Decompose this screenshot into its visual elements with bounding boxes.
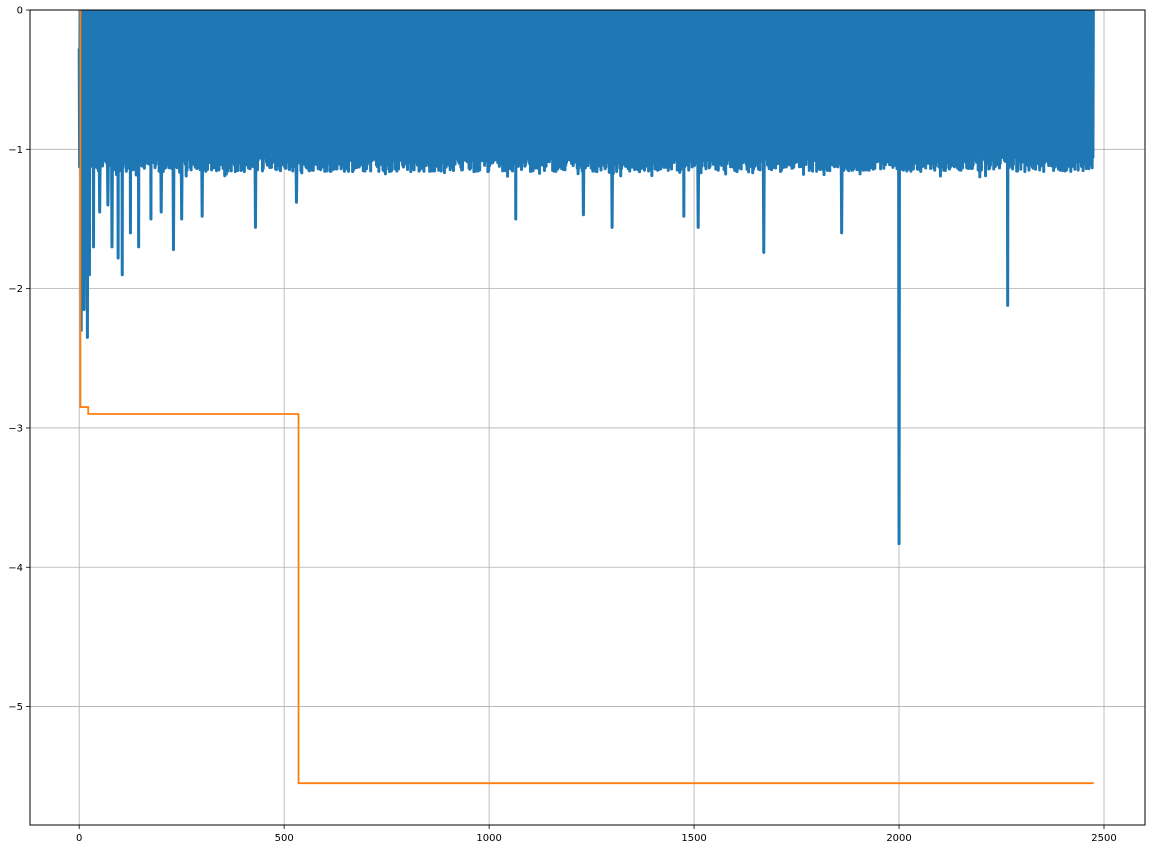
series-blue-line xyxy=(77,10,1095,546)
x-tick-label: 2500 xyxy=(1091,833,1116,844)
y-tick-label: −3 xyxy=(8,423,23,434)
plot-area xyxy=(77,10,1095,785)
x-tick-label: 1500 xyxy=(681,833,706,844)
y-tick-label: −2 xyxy=(8,284,23,295)
x-tick-label: 0 xyxy=(76,833,82,844)
series-orange-step-line xyxy=(79,10,1094,785)
ticks: 0 500 1000 1500 2000 2500 0 −1 −2 −3 −4 −5 xyxy=(8,6,1116,845)
y-tick-label: −1 xyxy=(8,145,23,156)
axes-frame xyxy=(29,9,1146,826)
x-tick-label: 500 xyxy=(275,833,294,844)
y-tick-label: −4 xyxy=(8,563,23,574)
x-tick-label: 2000 xyxy=(886,833,911,844)
x-tick-label: 1000 xyxy=(476,833,501,844)
y-tick-label: −5 xyxy=(8,702,23,713)
y-tick-label: 0 xyxy=(17,6,23,17)
